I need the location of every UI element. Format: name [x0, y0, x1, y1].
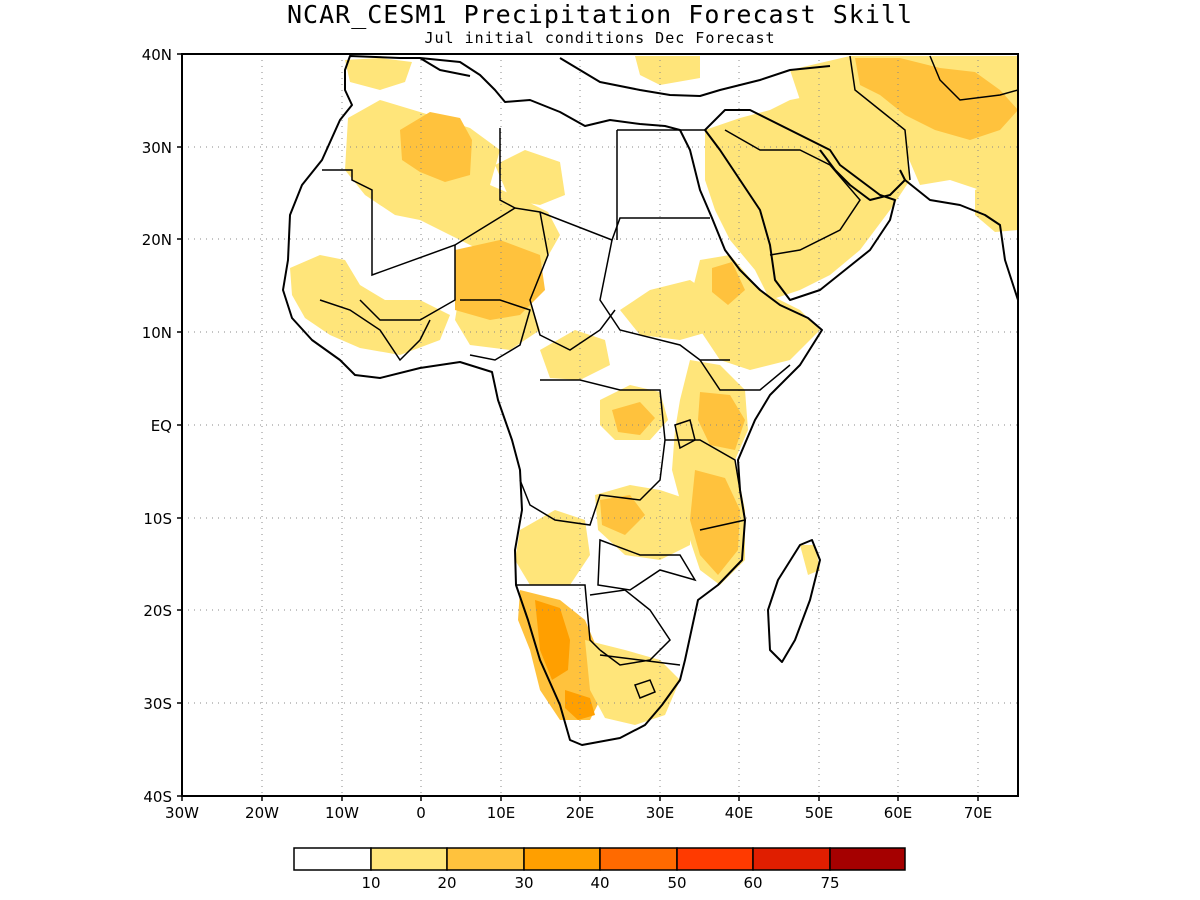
- europe-coastline: [419, 57, 831, 97]
- lat-label: 10N: [142, 324, 172, 342]
- shade-morocco: [345, 58, 412, 90]
- border-westafrica: [319, 299, 431, 362]
- colorbar-label: 75: [820, 874, 839, 892]
- border-drc: [519, 379, 666, 526]
- lon-label: 60E: [884, 804, 913, 822]
- colorbar-bin: [829, 847, 906, 871]
- lon-label: 40E: [725, 804, 754, 822]
- colorbar-bin: [599, 847, 678, 871]
- shade-centralafrica: [540, 330, 610, 380]
- border-iran: [849, 55, 911, 181]
- border-zambia: [597, 538, 697, 591]
- colorbar: [293, 847, 906, 871]
- shade-congo-core: [612, 402, 655, 435]
- lon-label: 30W: [165, 804, 199, 822]
- lat-label: 10S: [143, 510, 172, 528]
- lon-label: 20W: [245, 804, 279, 822]
- skill-shading: [290, 56, 1018, 725]
- shade-madagascar: [800, 545, 820, 575]
- lake-victoria: [674, 419, 696, 450]
- arabia-coastline: [704, 109, 896, 301]
- border-tanzania: [665, 439, 746, 531]
- colorbar-bin: [370, 847, 448, 871]
- border-southafrica: [599, 654, 681, 666]
- africa-coastline: [282, 55, 823, 746]
- border-saudi: [724, 129, 861, 256]
- colorbar-label: 10: [361, 874, 380, 892]
- border-botswana: [589, 589, 671, 666]
- lon-label: 30E: [646, 804, 675, 822]
- colorbar-bin: [446, 847, 525, 871]
- lon-label: 20E: [566, 804, 595, 822]
- shade-namibia-core: [535, 600, 570, 680]
- border-ethiopia: [699, 359, 791, 391]
- shade-sahara-core: [400, 112, 472, 182]
- colorbar-label: 20: [437, 874, 456, 892]
- asia-coastline: [904, 179, 1018, 301]
- shade-mediterranean-east: [635, 56, 700, 85]
- border-libya: [499, 128, 618, 240]
- lat-label: 30N: [142, 139, 172, 157]
- shade-kenya-core: [698, 392, 745, 450]
- colorbar-bin: [293, 847, 372, 871]
- lon-label: 0: [416, 804, 426, 822]
- colorbar-labels: 10 20 30 40 50 60 75: [361, 874, 839, 892]
- border-sudan: [599, 239, 730, 361]
- map-title: NCAR_CESM1 Precipitation Forecast Skill: [287, 0, 913, 29]
- lon-labels: 30W 20W 10W 0 10E 20E 30E 40E 50E 60E 70…: [165, 804, 992, 822]
- lat-label: 30S: [143, 695, 172, 713]
- map-subtitle: Jul initial conditions Dec Forecast: [424, 29, 776, 47]
- border-afghanistan: [929, 55, 1018, 101]
- shade-arabia: [705, 90, 910, 300]
- lon-label: 10E: [487, 804, 516, 822]
- shade-zambia-core: [600, 495, 645, 535]
- borders: [319, 55, 1018, 699]
- colorbar-label: 30: [514, 874, 533, 892]
- border-namibia: [516, 584, 601, 651]
- shade-southafrica: [585, 640, 680, 725]
- colorbar-bin: [523, 847, 601, 871]
- colorbar-label: 40: [590, 874, 609, 892]
- lat-label: 40N: [142, 46, 172, 64]
- lat-label: 20N: [142, 231, 172, 249]
- lon-label: 50E: [805, 804, 834, 822]
- colorbar-bin: [676, 847, 754, 871]
- tick-marks: [177, 53, 979, 801]
- madagascar-coastline: [767, 539, 821, 663]
- border-nigeria: [460, 299, 531, 361]
- shade-iran-core: [855, 58, 1018, 140]
- border-lesotho: [634, 679, 656, 699]
- shade-angola: [515, 510, 590, 585]
- lat-label: EQ: [151, 417, 172, 435]
- gridlines: [182, 54, 1018, 796]
- lon-label: 10W: [325, 804, 359, 822]
- colorbar-label: 50: [667, 874, 686, 892]
- shade-tanzania-core: [690, 470, 740, 575]
- shade-libya: [495, 150, 565, 205]
- lat-label: 40S: [143, 788, 172, 806]
- lat-labels: 40N 30N 20N 10N EQ 10S 20S 30S 40S: [142, 46, 172, 806]
- border-chad: [529, 211, 616, 351]
- shade-westafrica-coast: [290, 255, 450, 355]
- colorbar-bin: [752, 847, 831, 871]
- border-mali: [359, 245, 456, 321]
- shade-ethiopia-core: [712, 262, 745, 305]
- lat-label: 20S: [143, 602, 172, 620]
- lon-label: 70E: [964, 804, 993, 822]
- shade-southafrica-core: [565, 690, 595, 720]
- colorbar-label: 60: [743, 874, 762, 892]
